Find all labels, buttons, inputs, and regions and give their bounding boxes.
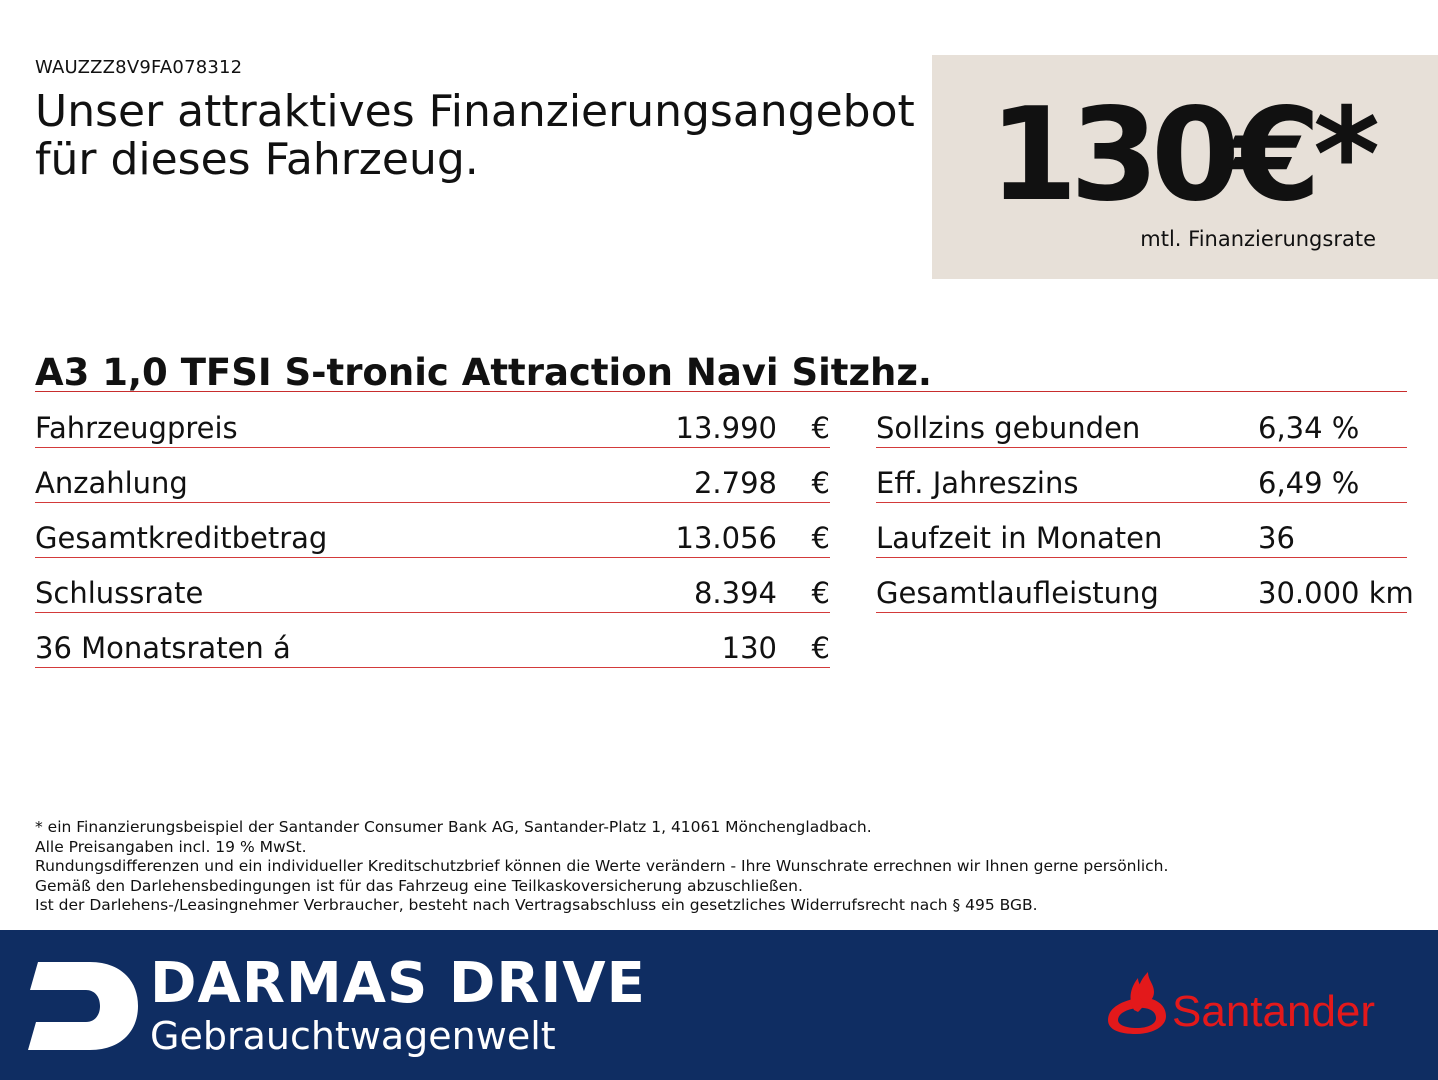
row-value: 30.000 km [1258, 576, 1414, 610]
monthly-rate-caption: mtl. Finanzierungsrate [1140, 227, 1376, 251]
row-label: Gesamtlaufleistung [876, 576, 1159, 610]
row-value: 6,34 % [1258, 411, 1360, 445]
row-value: 13.056 [675, 521, 777, 555]
row-value: 2.798 [693, 466, 777, 500]
footnote-line: Ist der Darlehens-/Leasingnehmer Verbrau… [35, 896, 1038, 914]
headline-line-2: für dieses Fahrzeug. [35, 134, 479, 185]
left-table-row: Fahrzeugpreis 13.990 € [35, 393, 830, 448]
right-table-row: Eff. Jahreszins 6,49 % [876, 448, 1407, 503]
row-value: 13.990 [675, 411, 777, 445]
row-label: Eff. Jahreszins [876, 466, 1079, 500]
price-box: 130€* mtl. Finanzierungsrate [932, 55, 1438, 279]
page-title: Unser attraktives Finanzierungsangebot f… [35, 88, 915, 184]
footnote-line: Gemäß den Darlehensbedingungen ist für d… [35, 876, 803, 895]
footnote-line: * ein Finanzierungsbeispiel der Santande… [35, 818, 872, 836]
right-table-row: Sollzins gebunden 6,34 % [876, 393, 1407, 448]
row-label: 36 Monatsraten á [35, 631, 291, 665]
row-unit: € [811, 576, 830, 610]
right-table-row: Gesamtlaufleistung 30.000 km [876, 558, 1414, 613]
darmas-drive-logo-icon [28, 962, 138, 1050]
row-value: 130 [721, 631, 777, 665]
footnote-line: Alle Preisangaben incl. 19 % MwSt. [35, 837, 307, 856]
model-divider [35, 391, 1407, 392]
row-label: Laufzeit in Monaten [876, 521, 1163, 555]
santander-wordmark: Santander [1172, 987, 1375, 1036]
dealer-subtitle: Gebrauchtwagenwelt [150, 1014, 556, 1058]
row-value: 6,49 % [1258, 466, 1360, 500]
row-label: Fahrzeugpreis [35, 411, 238, 445]
headline-line-1: Unser attraktives Finanzierungsangebot [35, 86, 915, 137]
row-unit: € [811, 466, 830, 500]
santander-flame-icon [1108, 972, 1166, 1034]
row-label: Gesamtkreditbetrag [35, 521, 328, 555]
footnotes: * ein Finanzierungsbeispiel der Santande… [35, 818, 1168, 916]
row-label: Sollzins gebunden [876, 411, 1141, 445]
left-table-row: Anzahlung 2.798 € [35, 448, 830, 503]
row-unit: € [811, 631, 830, 665]
left-table-row: Schlussrate 8.394 € [35, 558, 830, 613]
footnote-line: Rundungsdifferenzen und ein individuelle… [35, 857, 1169, 875]
row-label: Schlussrate [35, 576, 204, 610]
right-table-row: Laufzeit in Monaten 36 [876, 503, 1407, 558]
model-title: A3 1,0 TFSI S-tronic Attraction Navi Sit… [35, 351, 932, 394]
row-unit: € [811, 411, 830, 445]
vin-number: WAUZZZ8V9FA078312 [35, 57, 243, 78]
dealer-name: DARMAS DRIVE [150, 951, 646, 1016]
row-unit: € [811, 521, 830, 555]
row-value: 8.394 [693, 576, 777, 610]
left-table-row: 36 Monatsraten á 130 € [35, 613, 830, 668]
left-table-row: Gesamtkreditbetrag 13.056 € [35, 503, 830, 558]
monthly-rate-amount: 130€* [988, 81, 1380, 230]
row-value: 36 [1258, 521, 1295, 555]
row-label: Anzahlung [35, 466, 188, 500]
santander-logo: Santander [1108, 972, 1375, 1036]
footer-banner: DARMAS DRIVE Gebrauchtwagenwelt Santande… [0, 930, 1438, 1080]
